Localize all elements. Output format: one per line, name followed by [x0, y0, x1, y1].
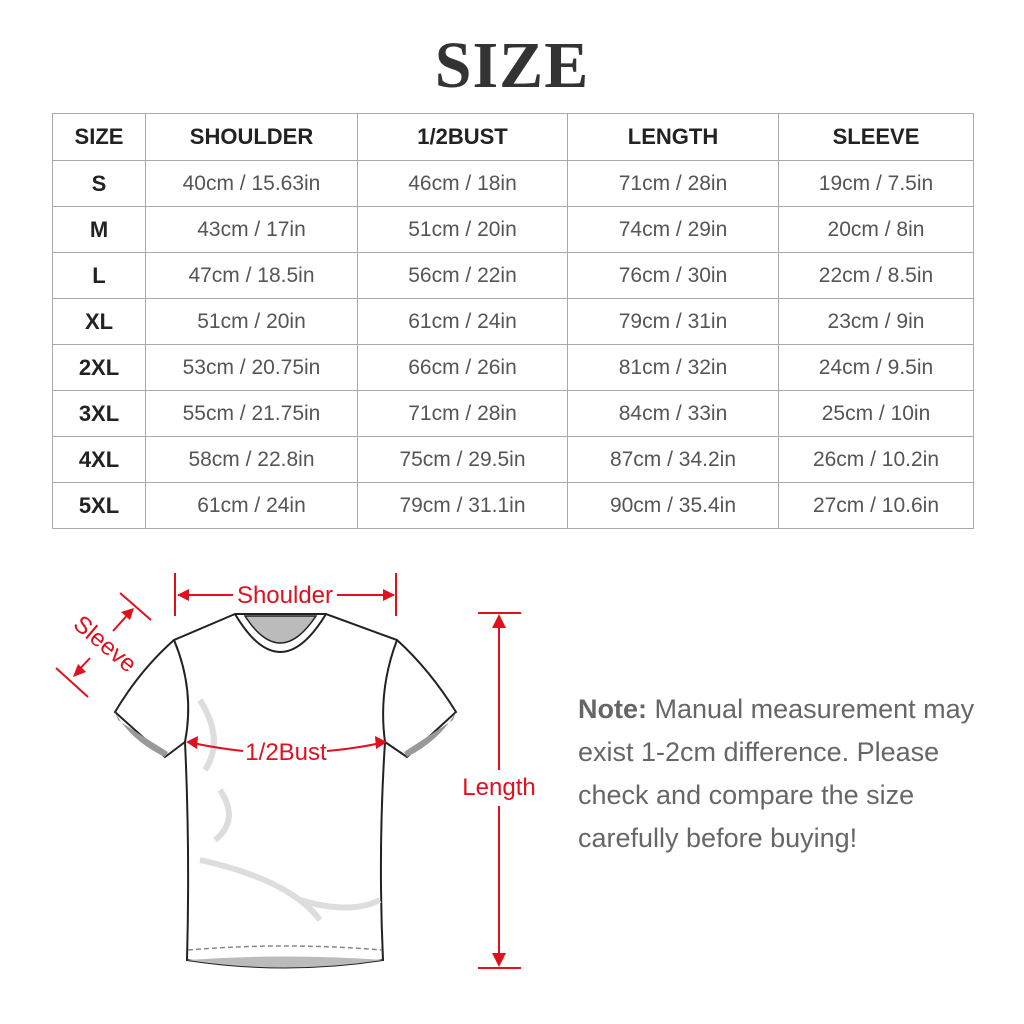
measurement-cell: 40cm / 15.63in	[145, 160, 358, 207]
shoulder-label: Shoulder	[237, 582, 333, 609]
size-cell: XL	[52, 298, 146, 345]
table-row: M 43cm / 17in 51cm / 20in 74cm / 29in 20cm /…	[52, 206, 974, 253]
measurement-cell: 43cm / 17in	[145, 206, 358, 253]
tshirt-icon	[113, 613, 458, 969]
measurement-cell: 61cm / 24in	[145, 482, 358, 529]
measurement-cell: 76cm / 30in	[567, 252, 779, 299]
size-table: SIZE SHOULDER 1/2BUST LENGTH SLEEVE S 40c…	[52, 113, 974, 529]
note-label: Note:	[578, 694, 647, 724]
measurement-cell: 22cm / 8.5in	[778, 252, 974, 299]
note: Note: Manual measurement may exist 1-2cm…	[578, 688, 998, 860]
measurement-cell: 74cm / 29in	[567, 206, 779, 253]
table-row: 5XL 61cm / 24in 79cm / 31.1in 90cm / 35.4in…	[52, 482, 974, 529]
measurement-cell: 47cm / 18.5in	[145, 252, 358, 299]
measurement-cell: 79cm / 31.1in	[357, 482, 568, 529]
measurement-cell: 27cm / 10.6in	[778, 482, 974, 529]
measurement-cell: 56cm / 22in	[357, 252, 568, 299]
measurement-cell: 79cm / 31in	[567, 298, 779, 345]
size-cell: 5XL	[52, 482, 146, 529]
table-row: 2XL 53cm / 20.75in 66cm / 26in 81cm / 32in 2…	[52, 344, 974, 391]
measurement-cell: 51cm / 20in	[357, 206, 568, 253]
header-size: SIZE	[52, 113, 146, 161]
measurement-cell: 66cm / 26in	[357, 344, 568, 391]
measurement-cell: 19cm / 7.5in	[778, 160, 974, 207]
page-title: SIZE	[434, 29, 590, 102]
note-text: Manual measurement may exist 1-2cm diffe…	[578, 694, 975, 853]
measurement-cell: 75cm / 29.5in	[357, 436, 568, 483]
measurement-cell: 46cm / 18in	[357, 160, 568, 207]
measurement-cell: 71cm / 28in	[567, 160, 779, 207]
measurement-cell: 58cm / 22.8in	[145, 436, 358, 483]
header-bust: 1/2BUST	[357, 113, 568, 161]
header-length: LENGTH	[567, 113, 779, 161]
table-header-row: SIZE SHOULDER 1/2BUST LENGTH SLEEVE	[52, 113, 974, 161]
measurement-cell: 87cm / 34.2in	[567, 436, 779, 483]
table-row: S 40cm / 15.63in 46cm / 18in 71cm / 28in 19c…	[52, 160, 974, 207]
measurement-cell: 25cm / 10in	[778, 390, 974, 437]
measurement-cell: 20cm / 8in	[778, 206, 974, 253]
bust-label: 1/2Bust	[245, 739, 327, 766]
measurement-cell: 90cm / 35.4in	[567, 482, 779, 529]
header-sleeve: SLEEVE	[778, 113, 974, 161]
measurement-cell: 55cm / 21.75in	[145, 390, 358, 437]
measurement-cell: 84cm / 33in	[567, 390, 779, 437]
measurement-cell: 81cm / 32in	[567, 344, 779, 391]
measurement-arrows	[55, 573, 521, 969]
measurement-cell: 24cm / 9.5in	[778, 344, 974, 391]
measurement-cell: 71cm / 28in	[357, 390, 568, 437]
table-row: 4XL 58cm / 22.8in 75cm / 29.5in 87cm / 34.2…	[52, 436, 974, 483]
measurement-cell: 23cm / 9in	[778, 298, 974, 345]
size-cell: 3XL	[52, 390, 146, 437]
table-row: L 47cm / 18.5in 56cm / 22in 76cm / 30in 22cm…	[52, 252, 974, 299]
table-row: 3XL 55cm / 21.75in 71cm / 28in 84cm / 33in 2…	[52, 390, 974, 437]
length-label: Length	[462, 774, 535, 801]
size-cell: S	[52, 160, 146, 207]
